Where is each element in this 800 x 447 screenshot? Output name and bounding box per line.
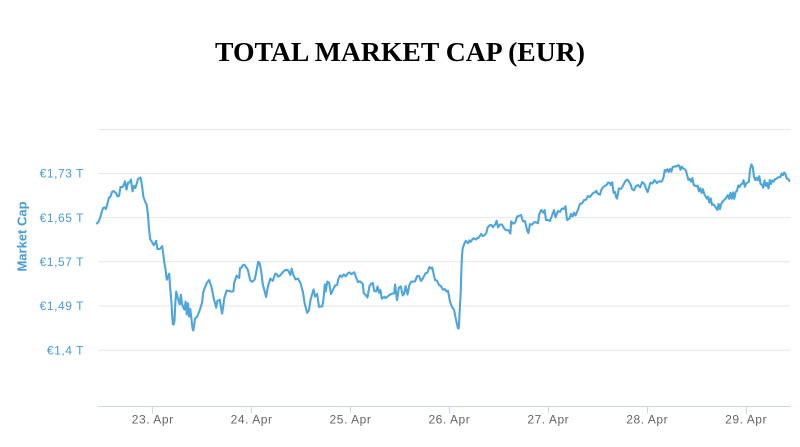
svg-text:Market Cap: Market Cap (15, 201, 30, 271)
svg-text:€1,4 T: €1,4 T (47, 343, 84, 357)
svg-text:29. Apr: 29. Apr (725, 413, 767, 427)
svg-text:26. Apr: 26. Apr (428, 413, 470, 427)
svg-text:28. Apr: 28. Apr (626, 413, 668, 427)
svg-text:€1,49 T: €1,49 T (40, 299, 84, 313)
svg-text:€1,73 T: €1,73 T (40, 167, 84, 181)
svg-text:€1,65 T: €1,65 T (40, 211, 84, 225)
svg-text:24. Apr: 24. Apr (231, 413, 273, 427)
svg-text:27. Apr: 27. Apr (527, 413, 569, 427)
svg-text:€1,57 T: €1,57 T (40, 255, 84, 269)
svg-text:25. Apr: 25. Apr (330, 413, 372, 427)
svg-text:23. Apr: 23. Apr (132, 413, 174, 427)
